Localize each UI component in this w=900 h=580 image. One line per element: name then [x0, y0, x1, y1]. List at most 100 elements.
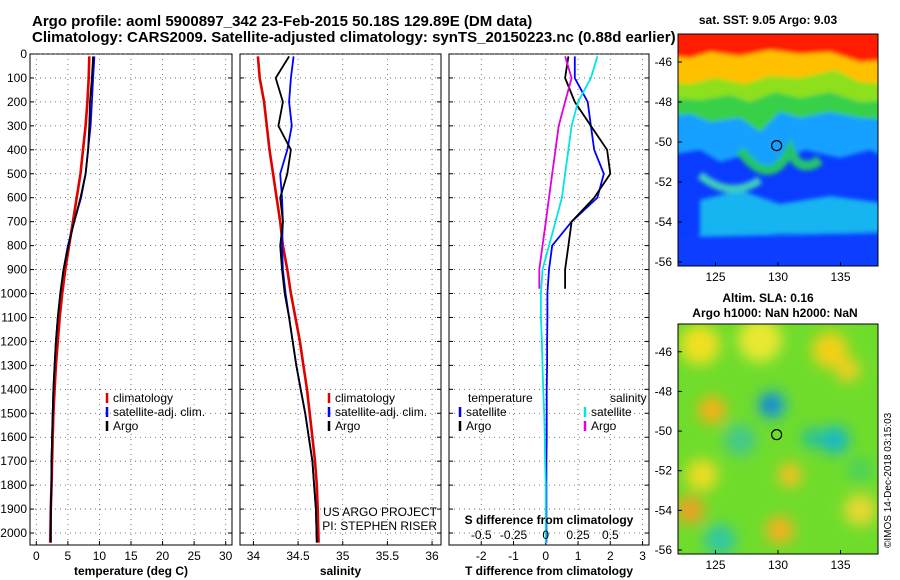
- series-line-argo: [49, 56, 94, 543]
- x-tick-label: 35.5: [376, 549, 400, 563]
- y-tick-label: 900: [7, 263, 27, 277]
- x-tick-label: 10: [93, 549, 107, 563]
- sst-map-title: sat. SST: 9.05 Argo: 9.03: [699, 13, 838, 27]
- legend-label: Argo: [113, 419, 139, 433]
- x-tick-label: 35: [336, 549, 350, 563]
- sla-map-title: Altim. SLA: 0.16: [722, 291, 814, 305]
- figure-title-line1: Argo profile: aoml 5900897_342 23-Feb-20…: [32, 13, 533, 30]
- sla-map-axes: 125 130 135 -46 -48 -50 -52 -54 -56: [655, 345, 851, 572]
- y-tick-label: 1100: [1, 310, 27, 324]
- x-tick-label: 25: [187, 549, 201, 563]
- map-y-tick-label: -50: [655, 424, 673, 438]
- series-line-argo: [274, 55, 318, 543]
- legend-label: climatology: [335, 391, 395, 405]
- map-x-tick-label: 135: [830, 270, 850, 284]
- x-axis-label: T difference from climatology: [465, 564, 633, 578]
- x-axis-label: temperature (deg C): [74, 564, 188, 578]
- project-annotation: PI: STEPHEN RISER: [322, 519, 437, 533]
- legend-label: Argo: [466, 419, 492, 433]
- legend-group-title: temperature: [468, 391, 533, 405]
- y-tick-label: 1800: [0, 478, 27, 492]
- map-y-tick-label: -54: [655, 215, 673, 229]
- y-tick-label: 1000: [0, 287, 27, 301]
- sla-map-subtitle: Argo h1000: NaN h2000: NaN: [692, 306, 857, 320]
- legend-label: satellite-adj. clim.: [335, 405, 427, 419]
- x-tick-label: -1: [508, 549, 519, 563]
- map-y-tick-label: -52: [655, 175, 673, 189]
- legend-label: climatology: [113, 391, 173, 405]
- y-tick-label: 1600: [0, 430, 27, 444]
- legend-label: Argo: [335, 419, 361, 433]
- y-tick-label: 1400: [0, 382, 27, 396]
- y-tick-label: 1700: [0, 454, 27, 468]
- argo-location-marker: [771, 429, 783, 441]
- sst-map-axes: 125 130 135 -46 -48 -50 -52 -54 -56: [655, 55, 851, 284]
- x-tick-label: 3: [639, 549, 646, 563]
- series-line-sal_argo: [538, 56, 573, 289]
- plot-frame: [239, 53, 442, 546]
- plot-frame: [448, 53, 650, 546]
- map-x-tick-label: 135: [830, 558, 850, 572]
- argo-location-marker: [771, 140, 783, 152]
- map-y-tick-label: -46: [655, 55, 673, 69]
- y-tick-label: 800: [7, 239, 27, 253]
- secondary-tick-label: 0.5: [602, 528, 619, 542]
- map-y-tick-label: -56: [655, 543, 673, 557]
- map-y-tick-label: -46: [655, 345, 673, 359]
- x-tick-label: -2: [476, 549, 487, 563]
- y-tick-label: 0: [20, 47, 27, 61]
- secondary-axis-label: S difference from climatology: [465, 513, 634, 527]
- map-y-tick-label: -54: [655, 503, 673, 517]
- x-tick-label: 34: [247, 549, 261, 563]
- series-line-satellite: [545, 56, 605, 543]
- series-line-sal_satellite: [540, 56, 599, 543]
- project-annotation: US ARGO PROJECT: [323, 505, 438, 519]
- x-tick-label: 2: [607, 549, 614, 563]
- x-tick-label: 20: [156, 549, 170, 563]
- legend-group-title: salinity: [610, 391, 647, 405]
- map-y-tick-label: -48: [655, 384, 673, 398]
- y-tick-label: 200: [7, 95, 27, 109]
- secondary-tick-label: -0.25: [500, 528, 528, 542]
- y-tick-label: 2000: [0, 526, 27, 540]
- secondary-tick-label: -0.5: [471, 528, 492, 542]
- y-tick-label: 1300: [0, 358, 27, 372]
- x-tick-label: 1: [575, 549, 582, 563]
- map-y-tick-label: -52: [655, 464, 673, 478]
- difference-panel: -2 -1 0 1 2 3 T difference from climatology tem…: [448, 53, 650, 578]
- depth-axis: 0 100 200 300 400 500 600 700 800 900 1000 1100 1200…: [0, 47, 27, 540]
- imos-stamp: ©IMOS 14-Dec-2018 03:15:03: [883, 412, 894, 548]
- map-x-tick-label: 125: [705, 270, 725, 284]
- x-axis-label: salinity: [320, 564, 362, 578]
- y-tick-label: 400: [7, 143, 27, 157]
- y-tick-label: 700: [7, 215, 27, 229]
- y-tick-label: 1200: [0, 334, 27, 348]
- sst-map: [678, 34, 878, 266]
- y-tick-label: 100: [7, 71, 27, 85]
- y-tick-label: 1900: [0, 502, 27, 516]
- series-line-climatology: [256, 56, 320, 543]
- map-x-tick-label: 130: [768, 270, 788, 284]
- legend-label: satellite: [466, 405, 507, 419]
- x-tick-label: 34.5: [286, 549, 310, 563]
- x-tick-label: 36: [425, 549, 439, 563]
- x-tick-label: 30: [219, 549, 233, 563]
- y-tick-label: 1500: [0, 406, 27, 420]
- salinity-panel: 34 34.5 35 35.5 36 salinity climatologysatelli…: [239, 53, 442, 578]
- map-x-tick-label: 125: [705, 558, 725, 572]
- x-tick-label: 5: [65, 549, 72, 563]
- map-y-tick-label: -50: [655, 135, 673, 149]
- temperature-panel: 0 5 10 15 20 25 30 temperature (deg C) climatolo…: [29, 53, 233, 578]
- y-tick-label: 600: [7, 191, 27, 205]
- series-line-argo: [564, 56, 612, 289]
- x-tick-label: 0: [33, 549, 40, 563]
- map-y-tick-label: -48: [655, 95, 673, 109]
- y-tick-label: 300: [7, 119, 27, 133]
- x-tick-label: 15: [124, 549, 138, 563]
- secondary-tick-label: 0: [542, 528, 549, 542]
- map-y-tick-label: -56: [655, 255, 673, 269]
- secondary-tick-label: 0.25: [566, 528, 590, 542]
- map-x-tick-label: 130: [768, 558, 788, 572]
- sla-map: [678, 324, 878, 554]
